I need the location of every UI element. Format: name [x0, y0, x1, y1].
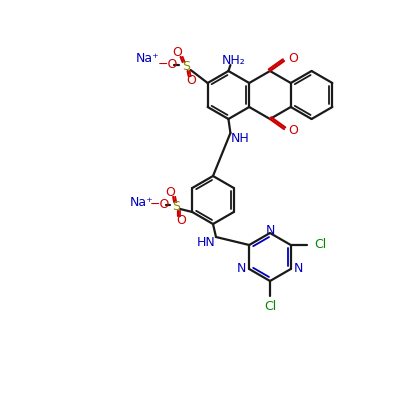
Text: O: O [173, 46, 182, 60]
Text: Na⁺: Na⁺ [129, 196, 153, 208]
Text: Cl: Cl [315, 238, 327, 252]
Text: N: N [294, 262, 304, 276]
Text: −O: −O [150, 198, 170, 212]
Text: O: O [165, 186, 175, 200]
Text: NH: NH [231, 132, 250, 144]
Text: O: O [187, 74, 196, 88]
Text: NH₂: NH₂ [222, 54, 245, 66]
Text: O: O [288, 52, 298, 66]
Text: S: S [172, 200, 180, 214]
Text: O: O [288, 124, 298, 138]
Text: Na⁺: Na⁺ [136, 52, 160, 66]
Text: N: N [236, 262, 246, 276]
Text: Cl: Cl [264, 300, 276, 314]
Text: O: O [176, 214, 186, 228]
Text: S: S [182, 60, 190, 74]
Text: −O: −O [158, 58, 178, 72]
Text: HN: HN [197, 236, 215, 250]
Text: N: N [265, 224, 275, 238]
